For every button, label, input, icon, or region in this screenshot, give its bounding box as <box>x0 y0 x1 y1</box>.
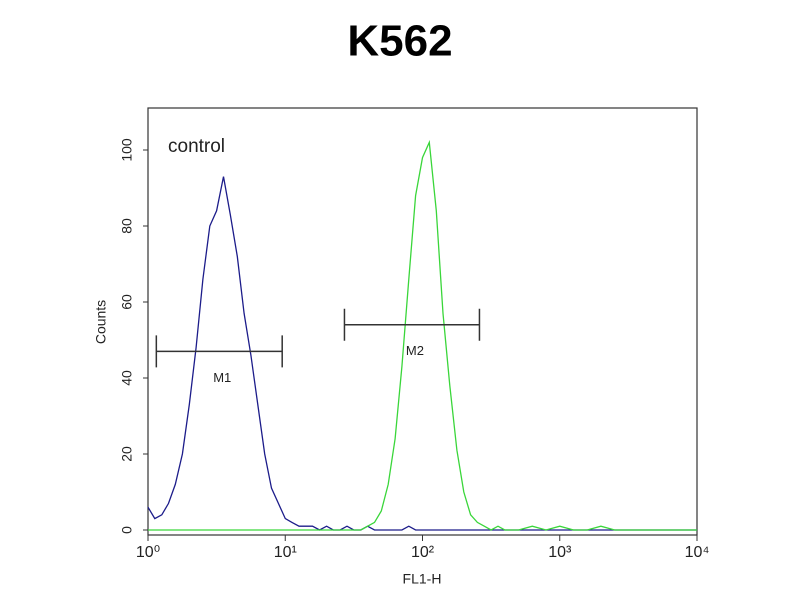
y-tick-label: 20 <box>119 446 135 462</box>
y-tick-label: 80 <box>119 218 135 234</box>
x-tick-label: 10² <box>411 544 435 561</box>
x-tick-label: 10³ <box>548 544 572 561</box>
y-tick-label: 100 <box>119 138 135 162</box>
gate-marker <box>343 308 481 341</box>
y-tick-label: 40 <box>119 370 135 386</box>
y-axis-label: Counts <box>93 300 109 344</box>
y-tick-label: 60 <box>119 294 135 310</box>
annotation: control <box>168 136 225 157</box>
histogram-line <box>148 139 697 531</box>
x-tick-label: 10¹ <box>274 544 297 561</box>
x-axis-label: FL1-H <box>403 571 442 587</box>
chart-title: K562 <box>347 17 452 66</box>
x-tick-label: 10⁴ <box>685 544 710 561</box>
gate-label: M2 <box>406 343 424 358</box>
x-tick-label: 10⁰ <box>136 544 160 561</box>
gate-marker <box>155 335 283 368</box>
plot-frame <box>147 107 698 536</box>
gate-label: M1 <box>213 370 231 385</box>
y-tick-label: 0 <box>119 526 135 534</box>
